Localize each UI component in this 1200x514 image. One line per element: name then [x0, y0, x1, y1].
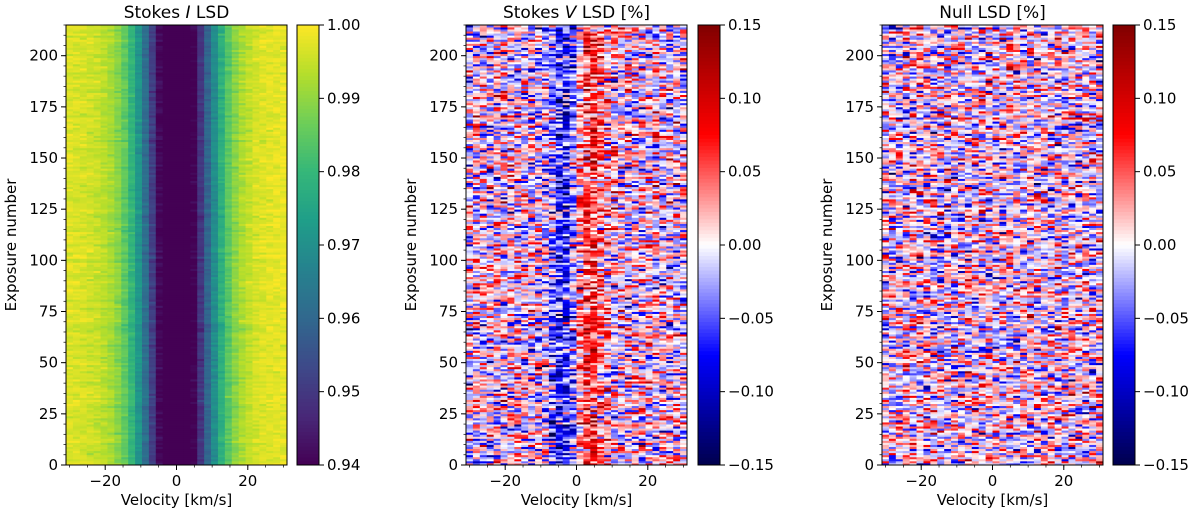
colorbar-tick-label: 0.05 — [728, 163, 761, 181]
x-tick-label: −20 — [905, 472, 937, 490]
y-tick-label: 100 — [429, 251, 458, 269]
y-axis-label: Exposure number — [402, 178, 420, 312]
y-tick-label: 175 — [429, 98, 458, 116]
x-axis-label: Velocity [km/s] — [521, 491, 632, 509]
colorbar-tick-label: −0.05 — [1143, 309, 1189, 327]
y-tick-label: 25 — [439, 405, 458, 423]
colorbar: −0.15 −0.10 −0.05 0.00 0.05 0.10 0.15 — [1112, 16, 1189, 474]
colorbar-tick-label: 1.00 — [327, 16, 360, 34]
y-tick-label: 25 — [855, 405, 874, 423]
colorbar-tick-label: −0.10 — [1143, 383, 1189, 401]
colorbar-tick-label: 0.15 — [728, 16, 761, 34]
y-tick-label: 0 — [448, 456, 458, 474]
x-tick-label: −20 — [89, 472, 121, 490]
x-tick-label: −20 — [489, 472, 521, 490]
panel-title: Stokes V LSD [%] — [503, 3, 650, 23]
x-tick-label: 20 — [1054, 472, 1073, 490]
y-tick-label: 50 — [439, 354, 458, 372]
x-tick-label: 20 — [238, 472, 257, 490]
colorbar-tick-label: 0.00 — [1143, 236, 1176, 254]
x-tick-label: 0 — [572, 472, 582, 490]
y-tick-label: 0 — [48, 456, 58, 474]
y-axis-label: Exposure number — [818, 178, 836, 312]
x-tick-label: 0 — [172, 472, 182, 490]
y-tick-label: 125 — [29, 200, 58, 218]
y-tick-label: 125 — [429, 200, 458, 218]
y-tick-label: 50 — [855, 354, 874, 372]
colorbar-tick-label: 0.10 — [1143, 89, 1176, 107]
colorbar-tick-label: 0.00 — [728, 236, 761, 254]
colorbar-tick-label: −0.05 — [728, 309, 774, 327]
colorbar-tick-label: 0.96 — [327, 309, 360, 327]
colorbar: −0.15 −0.10 −0.05 0.00 0.05 0.10 0.15 — [697, 16, 774, 474]
colorbar-tick-label: 0.95 — [327, 383, 360, 401]
y-tick-label: 75 — [855, 303, 874, 321]
x-axis-label: Velocity [km/s] — [121, 491, 232, 509]
heatmap-cells — [882, 25, 1103, 465]
y-tick-label: 150 — [845, 149, 874, 167]
colorbar-tick-label: 0.10 — [728, 89, 761, 107]
panel-title: Stokes I LSD — [124, 3, 230, 23]
heatmap-cells — [466, 25, 687, 465]
y-tick-label: 25 — [39, 405, 58, 423]
x-tick-label: 0 — [988, 472, 998, 490]
y-tick-label: 75 — [39, 303, 58, 321]
y-tick-label: 175 — [845, 98, 874, 116]
heatmap-cells — [66, 25, 287, 465]
colorbar-tick-label: 0.97 — [327, 236, 360, 254]
y-tick-label: 200 — [845, 47, 874, 65]
colorbar-tick-label: −0.15 — [728, 456, 774, 474]
colorbar-tick-label: −0.10 — [728, 383, 774, 401]
colorbar-tick-label: 0.15 — [1143, 16, 1176, 34]
colorbar-tick-label: 0.94 — [327, 456, 360, 474]
x-tick-label: 20 — [638, 472, 657, 490]
panel-title: Null LSD [%] — [939, 3, 1046, 23]
y-tick-label: 125 — [845, 200, 874, 218]
colorbar: 0.94 0.95 0.96 0.97 0.98 0.99 1.00 — [296, 16, 360, 474]
y-tick-label: 150 — [29, 149, 58, 167]
y-tick-label: 75 — [439, 303, 458, 321]
y-axis-label: Exposure number — [2, 178, 20, 312]
colorbar-tick-label: −0.15 — [1143, 456, 1189, 474]
colorbar-tick-label: 0.98 — [327, 163, 360, 181]
y-tick-label: 50 — [39, 354, 58, 372]
y-tick-label: 100 — [845, 251, 874, 269]
y-tick-label: 200 — [29, 47, 58, 65]
y-tick-label: 100 — [29, 251, 58, 269]
colorbar-tick-label: 0.99 — [327, 89, 360, 107]
y-tick-label: 175 — [29, 98, 58, 116]
x-axis-label: Velocity [km/s] — [937, 491, 1048, 509]
y-tick-label: 150 — [429, 149, 458, 167]
y-tick-label: 200 — [429, 47, 458, 65]
colorbar-tick-label: 0.05 — [1143, 163, 1176, 181]
y-tick-label: 0 — [864, 456, 874, 474]
